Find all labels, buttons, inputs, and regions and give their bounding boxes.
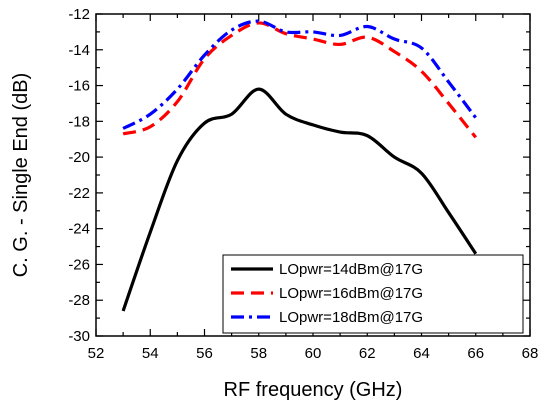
y-tick-label: -18: [68, 113, 90, 130]
y-axis-ticks: -30 -28 -26 -24 -22 -20 -18 -16 -14 -12: [68, 6, 530, 345]
series-line-blue: [122, 19, 478, 130]
series-line-black: [121, 87, 478, 312]
x-tick-label: 60: [305, 345, 322, 362]
x-tick-label: 52: [88, 345, 105, 362]
x-tick-label: 54: [142, 345, 159, 362]
y-tick-label: -24: [68, 221, 90, 238]
legend-label-blue: LOpwr=18dBm@17G: [279, 309, 423, 326]
y-tick-label: -20: [68, 149, 90, 166]
series-line-red: [122, 21, 478, 139]
y-tick-label: -14: [68, 42, 90, 59]
legend-label-red: LOpwr=16dBm@17G: [279, 285, 423, 302]
x-tick-label: 56: [196, 345, 213, 362]
y-tick-label: -22: [68, 185, 90, 202]
x-tick-label: 66: [467, 345, 484, 362]
y-tick-label: -28: [68, 292, 90, 309]
x-axis-ticks: 52 54 56 58 60 62 64 66 68: [88, 14, 538, 362]
x-tick-label: 58: [250, 345, 267, 362]
y-tick-label: -30: [68, 328, 90, 345]
y-axis-title: C. G. - Single End (dB): [10, 73, 32, 278]
y-tick-label: -16: [68, 78, 90, 95]
series-lines: [121, 19, 478, 312]
x-tick-label: 68: [522, 345, 538, 362]
legend: LOpwr=14dBm@17G LOpwr=16dBm@17G LOpwr=18dB…: [222, 254, 524, 334]
x-tick-label: 64: [413, 345, 430, 362]
y-tick-label: -26: [68, 256, 90, 273]
x-axis-title: RF frequency (GHz): [224, 379, 403, 401]
x-tick-label: 62: [359, 345, 376, 362]
y-tick-label: -12: [68, 6, 90, 23]
legend-label-black: LOpwr=14dBm@17G: [279, 261, 423, 278]
